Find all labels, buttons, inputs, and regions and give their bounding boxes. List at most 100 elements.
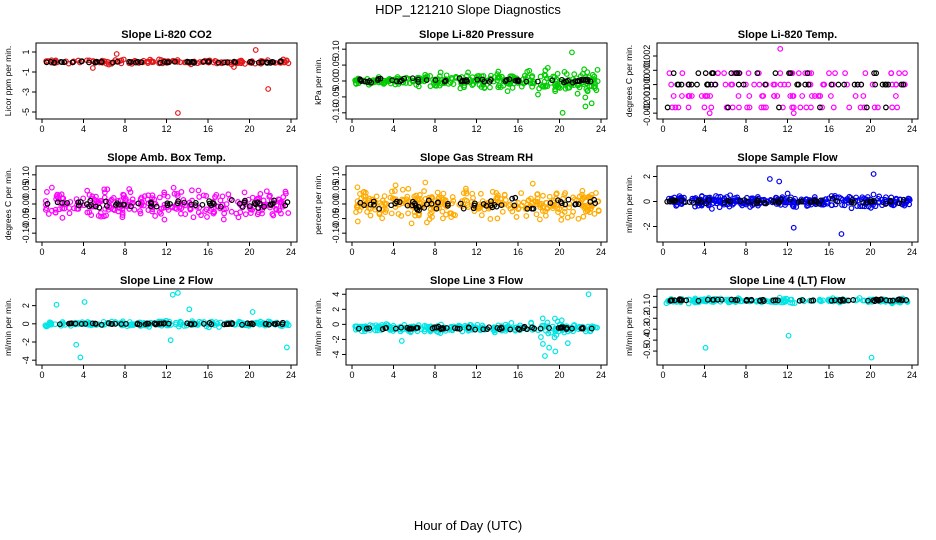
data-point <box>461 197 468 203</box>
data-point <box>821 81 828 88</box>
data-point <box>190 320 197 327</box>
data-point <box>584 69 591 76</box>
reference-point <box>828 81 835 88</box>
reference-point <box>772 70 779 77</box>
data-point <box>513 214 520 220</box>
data-point <box>364 209 370 215</box>
reference-point <box>741 197 748 203</box>
data-point <box>820 297 826 304</box>
data-point <box>892 93 899 99</box>
x-tick-label: 16 <box>203 124 213 134</box>
x-tick-label: 4 <box>391 370 396 380</box>
reference-point <box>89 320 96 327</box>
data-point <box>474 73 481 80</box>
data-point <box>263 188 270 195</box>
data-point <box>97 210 104 216</box>
data-point <box>427 206 434 213</box>
data-point <box>418 200 425 207</box>
reference-point <box>271 197 277 204</box>
reference-point <box>415 79 422 85</box>
x-tick-label: 4 <box>391 247 396 257</box>
reference-point <box>710 296 717 303</box>
y-tick-label: -5 <box>21 108 31 116</box>
reference-point <box>664 198 671 205</box>
data-point <box>228 208 235 215</box>
reference-point <box>433 205 440 212</box>
data-point <box>436 73 443 80</box>
data-point <box>59 214 66 221</box>
reference-point <box>498 202 505 208</box>
data-point <box>225 191 232 198</box>
y-tick-label: -2 <box>21 338 31 346</box>
reference-point <box>751 200 757 207</box>
data-point <box>582 328 589 335</box>
data-point <box>555 209 561 216</box>
x-tick-label: 24 <box>286 370 296 380</box>
reference-point <box>705 196 712 203</box>
data-point <box>708 104 715 111</box>
x-tick-label: 0 <box>39 370 44 380</box>
reference-point <box>382 325 389 331</box>
reference-point <box>802 81 809 88</box>
data-point <box>120 195 127 201</box>
data-point <box>542 212 549 219</box>
data-point <box>423 219 430 226</box>
data-point <box>141 193 148 200</box>
x-tick-label: 16 <box>513 124 523 134</box>
x-tick-label: 8 <box>432 124 437 134</box>
reference-point <box>64 200 71 206</box>
x-tick-label: 0 <box>660 370 665 380</box>
reference-point <box>873 70 880 77</box>
reference-point <box>569 79 576 86</box>
reference-point <box>370 198 377 205</box>
reference-point <box>127 59 134 65</box>
reference-point <box>592 200 599 207</box>
reference-point <box>871 70 877 77</box>
reference-point <box>186 59 192 65</box>
y-axis-label: degrees C per min. <box>3 168 13 240</box>
data-point <box>746 93 753 99</box>
outlier-point <box>186 306 193 313</box>
data-point <box>495 68 502 75</box>
data-point <box>48 207 55 214</box>
reference-point <box>725 104 732 111</box>
data-point <box>790 203 797 210</box>
y-axis-label: Licor ppm per min. <box>3 46 13 116</box>
data-point <box>156 194 163 201</box>
reference-point <box>798 198 805 205</box>
x-tick-label: 24 <box>596 124 606 134</box>
x-tick-label: 12 <box>471 370 481 380</box>
reference-point <box>363 325 370 332</box>
reference-point <box>93 203 99 210</box>
reference-point <box>474 76 481 83</box>
outlier-point <box>569 49 575 56</box>
reference-point <box>78 321 85 327</box>
y-tick-label: 0.000 <box>642 73 652 96</box>
reference-point <box>808 297 815 304</box>
data-point <box>203 193 210 199</box>
data-point <box>771 93 778 99</box>
data-point <box>544 319 551 326</box>
y-tick-label: 0.002 <box>642 45 652 68</box>
data-point <box>61 199 68 206</box>
reference-point <box>503 77 510 83</box>
reference-point <box>515 325 521 332</box>
reference-point <box>871 198 877 204</box>
outlier-point <box>564 340 571 347</box>
x-tick-label: 0 <box>349 370 354 380</box>
reference-point <box>92 59 99 66</box>
data-point <box>874 104 881 111</box>
data-point <box>779 104 786 111</box>
y-tick-label: -0.05 <box>21 208 31 229</box>
data-point <box>487 216 494 222</box>
data-point <box>508 320 515 326</box>
panel-title: Slope Line 2 Flow <box>120 275 213 287</box>
reference-point <box>734 297 741 304</box>
reference-point <box>762 81 769 88</box>
outlier-point <box>785 332 792 339</box>
outlier-point <box>585 291 592 298</box>
y-axis-label: ml/min per min. <box>3 298 13 356</box>
data-point <box>374 327 381 334</box>
reference-point <box>167 201 173 207</box>
